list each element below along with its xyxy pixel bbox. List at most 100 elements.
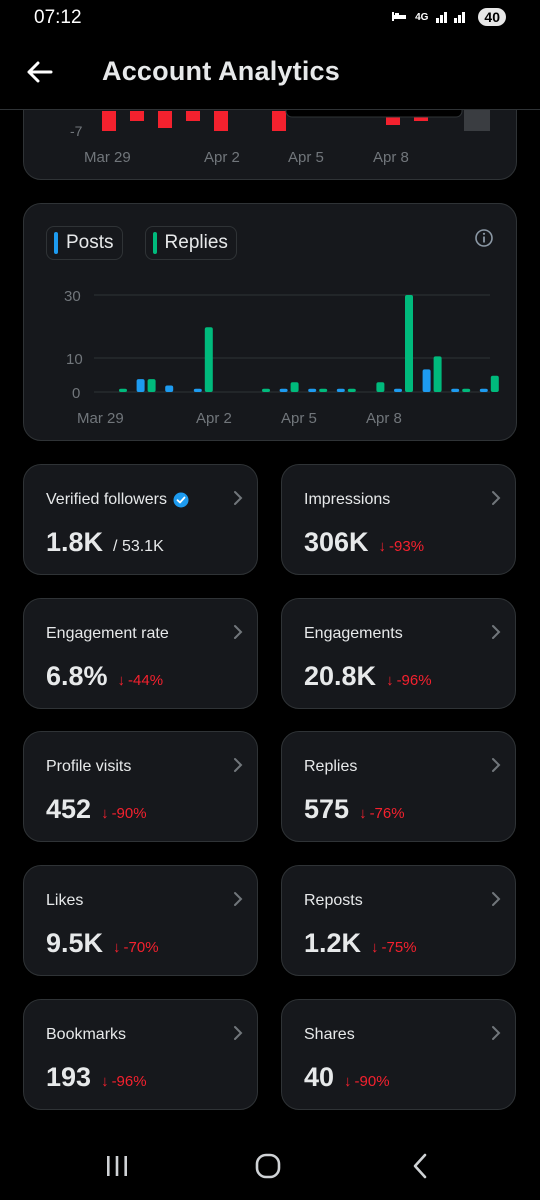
metric-change-text: -44% (128, 672, 164, 689)
metric-value-row: 9.5K ↓ -70% (46, 928, 159, 959)
metric-value-row: 40 ↓ -90% (304, 1062, 390, 1093)
chevron-right-icon (492, 625, 501, 639)
activity-chart-card: Posts Replies 30 10 0 Mar 29 Apr 2 Apr 5… (23, 203, 517, 441)
down-arrow-icon: ↓ (117, 672, 126, 689)
bar-posts-apr-8 (394, 388, 402, 392)
metric-label: Likes (46, 892, 83, 910)
metric-card-engagements[interactable]: Engagements 20.8K ↓ -96% (281, 598, 516, 709)
metric-label-text: Shares (304, 1026, 355, 1043)
metric-value-row: 6.8% ↓ -44% (46, 661, 163, 692)
status-icons: 4G 40 (391, 8, 506, 26)
bar-replies-apr-5 (319, 388, 328, 392)
chevron-right-icon (234, 758, 243, 772)
bar-replies-mar-30 (147, 379, 156, 392)
metric-card-replies[interactable]: Replies 575 ↓ -76% (281, 731, 516, 842)
bar-posts-apr-11 (479, 388, 488, 392)
activity-chart: 30 10 0 Mar 29 Apr 2 Apr 5 Apr 8 (64, 288, 499, 427)
back-nav-icon (413, 1153, 427, 1179)
metric-value: 575 (304, 794, 350, 824)
bar-posts-mar-31 (165, 385, 174, 392)
y-tick-label: 30 (64, 288, 81, 305)
metric-label: Impressions (304, 491, 390, 509)
sleep-icon (391, 10, 407, 25)
metric-change: ↓ -44% (118, 672, 164, 689)
top-chart-y-tick: -7 (70, 123, 83, 139)
metric-change-text: -76% (369, 805, 405, 822)
down-arrow-icon: ↓ (344, 1073, 352, 1090)
x-tick-label: Apr 8 (366, 410, 402, 427)
legend-posts[interactable]: Posts (46, 226, 123, 260)
recents-button[interactable] (97, 1150, 137, 1182)
legend-swatch-replies (152, 232, 157, 254)
chevron-right-icon (492, 1026, 501, 1040)
page-title: Account Analytics (102, 56, 340, 86)
bar-replies-apr-7 (376, 382, 385, 392)
metric-label-text: Reposts (304, 892, 363, 909)
metric-label-text: Replies (304, 758, 358, 775)
home-icon (255, 1153, 281, 1179)
metric-change-text: -96% (111, 1073, 147, 1090)
metric-change: ↓ -76% (359, 805, 405, 822)
top-chart-bar (130, 111, 144, 121)
chevron-right-icon (234, 1026, 243, 1040)
metric-change: ↓ -96% (386, 672, 432, 689)
status-time: 07:12 (34, 7, 82, 28)
back-nav-button[interactable] (400, 1150, 440, 1182)
down-arrow-icon: ↓ (359, 805, 367, 822)
network-type: 4G (415, 11, 429, 23)
metric-value: 40 (304, 1062, 335, 1092)
metric-change: ↓ -96% (101, 1073, 147, 1090)
metric-label: Bookmarks (46, 1026, 126, 1044)
metric-card-engagement-rate[interactable]: Engagement rate 6.8% ↓ -44% (23, 598, 258, 709)
chevron-right-icon (234, 491, 243, 505)
metric-value-row: 193 ↓ -96% (46, 1062, 147, 1093)
home-button[interactable] (248, 1150, 288, 1182)
x-tick-label: Mar 29 (77, 410, 124, 427)
metric-value: 6.8% (46, 661, 108, 691)
metric-card-shares[interactable]: Shares 40 ↓ -90% (281, 999, 516, 1110)
metric-card-reposts[interactable]: Reposts 1.2K ↓ -75% (281, 865, 516, 976)
bar-posts-mar-30 (136, 379, 145, 392)
metric-change-text: -96% (396, 672, 432, 689)
top-chart-bar (186, 111, 200, 121)
metric-label-text: Engagement rate (46, 625, 169, 642)
legend-replies[interactable]: Replies (144, 226, 237, 260)
metric-value: 1.8K (46, 527, 104, 557)
metric-value: 193 (46, 1062, 92, 1092)
metric-card-bookmarks[interactable]: Bookmarks 193 ↓ -96% (23, 999, 258, 1110)
metric-value: 1.2K (304, 928, 362, 958)
bar-posts-apr-4 (279, 388, 288, 392)
metric-change-text: -93% (389, 538, 425, 555)
legend-swatch-posts (54, 232, 58, 254)
top-chart-x-tick: Mar 29 (84, 149, 131, 166)
metric-label: Engagements (304, 625, 403, 643)
metric-value-row: 306K ↓ -93% (304, 527, 424, 558)
info-icon[interactable] (474, 228, 494, 248)
metric-change: ↓ -93% (379, 538, 425, 555)
metric-card-profile-visits[interactable]: Profile visits 452 ↓ -90% (23, 731, 258, 842)
status-bar: 07:12 4G 40 (0, 0, 540, 36)
metric-value: 20.8K (304, 661, 377, 691)
down-arrow-icon: ↓ (101, 1073, 109, 1090)
app-header: Account Analytics (0, 36, 540, 110)
top-chart-bar (214, 111, 228, 131)
verified-badge-icon (173, 492, 189, 508)
down-arrow-icon: ↓ (378, 538, 387, 555)
metric-value: 9.5K (46, 928, 104, 958)
metric-card-verified-followers[interactable]: Verified followers 1.8K / 53.1K (23, 464, 258, 575)
metric-value: 452 (46, 794, 92, 824)
metric-card-likes[interactable]: Likes 9.5K ↓ -70% (23, 865, 258, 976)
metric-label-text: Bookmarks (46, 1026, 127, 1043)
bar-replies-mar-29 (119, 388, 127, 392)
bar-replies-apr-4 (290, 382, 299, 392)
metric-card-impressions[interactable]: Impressions 306K ↓ -93% (281, 464, 516, 575)
metric-total: / 53.1K (113, 538, 164, 555)
back-button[interactable] (22, 54, 58, 90)
metric-value-row: 575 ↓ -76% (304, 794, 405, 825)
top-chart: -7 Mar 29 Apr 2 Apr 5 Apr 8 (70, 100, 490, 166)
y-tick-label: 0 (72, 385, 80, 402)
metric-change: ↓ -90% (101, 805, 147, 822)
chart-legend: Posts Replies (46, 226, 237, 260)
metric-value: 306K (304, 527, 369, 557)
top-chart-bar (272, 111, 286, 131)
